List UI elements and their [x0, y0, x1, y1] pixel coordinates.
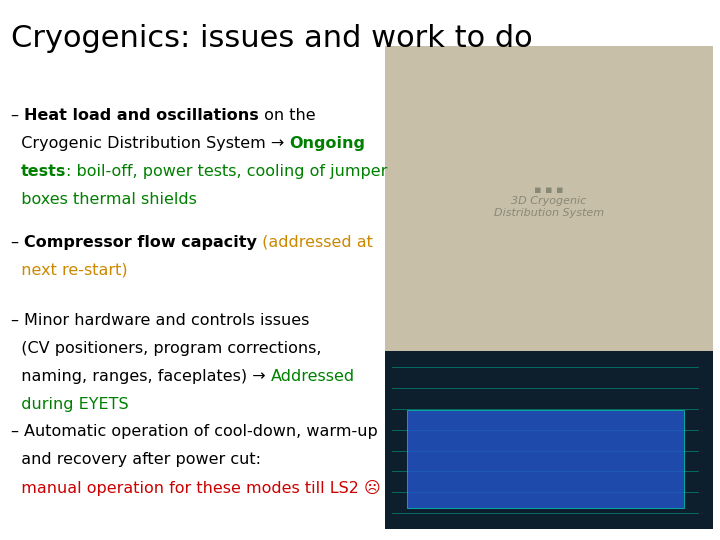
Bar	[407, 409, 684, 508]
Text: next re-start): next re-start)	[11, 263, 127, 278]
Text: manual operation for these modes till LS2 ☹: manual operation for these modes till LS…	[11, 480, 380, 496]
Text: during EYETS: during EYETS	[11, 397, 128, 413]
Text: Compressor flow capacity: Compressor flow capacity	[24, 235, 257, 250]
Text: Addressed: Addressed	[271, 369, 355, 384]
Text: Automatic operation of cool-down, warm-up: Automatic operation of cool-down, warm-u…	[24, 424, 378, 439]
Text: (addressed at: (addressed at	[257, 235, 373, 250]
Text: –: –	[11, 108, 24, 123]
Text: Heat load and oscillations: Heat load and oscillations	[24, 108, 258, 123]
Text: naming, ranges, faceplates) →: naming, ranges, faceplates) →	[11, 369, 271, 384]
Text: tests: tests	[21, 164, 66, 179]
Text: and recovery after power cut:: and recovery after power cut:	[11, 452, 261, 467]
Text: Cryogenic Distribution System →: Cryogenic Distribution System →	[11, 136, 289, 151]
Text: Minor hardware and controls issues: Minor hardware and controls issues	[24, 313, 310, 328]
Text: (CV positioners, program corrections,: (CV positioners, program corrections,	[11, 341, 321, 356]
Text: : boil-off, power tests, cooling of jumper: : boil-off, power tests, cooling of jump…	[66, 164, 388, 179]
Text: Ongoing: Ongoing	[289, 136, 365, 151]
Text: boxes thermal shields: boxes thermal shields	[11, 192, 197, 207]
Text: –: –	[11, 424, 24, 439]
Text: –: –	[11, 313, 24, 328]
Bar	[385, 351, 713, 529]
Text: Cryogenics: issues and work to do: Cryogenics: issues and work to do	[11, 24, 532, 53]
Bar	[385, 46, 713, 356]
Text: ▪ ▪ ▪
3D Cryogenic
Distribution System: ▪ ▪ ▪ 3D Cryogenic Distribution System	[494, 185, 604, 218]
Text: –: –	[11, 235, 24, 250]
Text: on the: on the	[258, 108, 315, 123]
